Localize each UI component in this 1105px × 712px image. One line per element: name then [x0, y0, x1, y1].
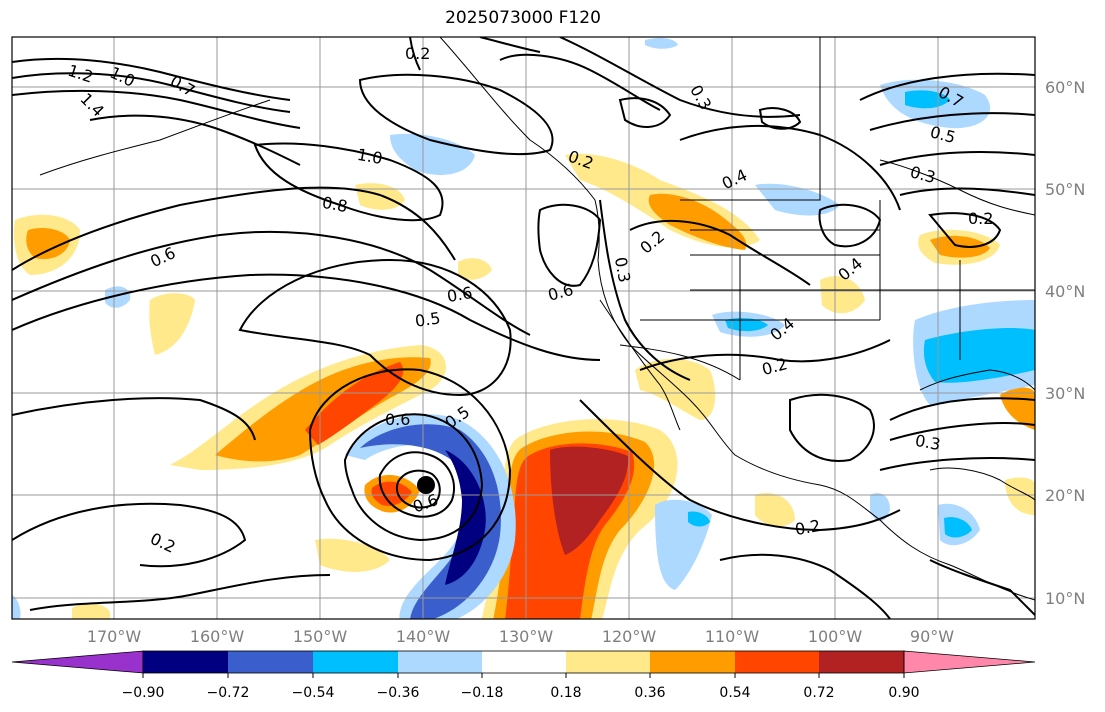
lat-label: 50°N [1045, 180, 1085, 199]
colorbar-bin [313, 651, 398, 673]
colorbar-bin [228, 651, 313, 673]
positive-anomaly-region [149, 293, 195, 355]
lon-label: 120°W [602, 627, 657, 646]
lat-label: 30°N [1045, 384, 1085, 403]
lat-label: 40°N [1045, 282, 1085, 301]
colorbar-tick-label: 0.72 [803, 685, 834, 701]
positive-anomaly-region [458, 258, 492, 280]
negative-anomaly-region [645, 37, 678, 49]
negative-anomaly-region [870, 493, 890, 522]
colorbar-tick-label: −0.18 [461, 685, 504, 701]
colorbar-bin [482, 651, 566, 673]
contour-label: 0.2 [968, 209, 993, 228]
positive-anomaly-region [550, 446, 629, 555]
colorbar-tick-label: 0.36 [634, 685, 665, 701]
contour-label: 0.5 [414, 308, 442, 330]
colorbar-bin [143, 651, 228, 673]
contour-label: 0.2 [405, 44, 430, 63]
positive-anomaly-region [355, 183, 405, 210]
colorbar-bin [566, 651, 650, 673]
latitude-labels: 60°N 50°N 40°N 30°N 20°N 10°N [1045, 78, 1085, 608]
lon-label: 150°W [293, 627, 348, 646]
contour-label: 0.2 [793, 516, 821, 539]
positive-anomaly-region [820, 276, 865, 314]
negative-anomaly-region [944, 517, 972, 538]
negative-anomaly-region [905, 90, 950, 109]
map-plot-area: 0.2 1.2 1.0 0.7 1.4 1.0 0.8 0.6 0.6 0.5 … [12, 37, 1035, 619]
colorbar-bin [819, 651, 904, 673]
positive-anomaly-region [72, 603, 110, 619]
positive-anomaly-region [635, 358, 716, 420]
lon-label: 160°W [190, 627, 245, 646]
contour-label: 0.8 [321, 193, 349, 216]
contour-label: 0.3 [611, 256, 634, 284]
lon-label: 100°W [808, 627, 863, 646]
colorbar-frame [142, 650, 905, 674]
colorbar-tick-label: −0.36 [377, 685, 420, 701]
low-center-marker [417, 476, 435, 494]
lon-label: 140°W [396, 627, 451, 646]
contour-label: 1.0 [356, 145, 384, 168]
colorbar-ticks [142, 673, 905, 678]
colorbar-tick-label: 0.18 [550, 685, 581, 701]
lat-label: 20°N [1045, 486, 1085, 505]
contour-label: 0.3 [914, 431, 942, 454]
contour-lines [12, 37, 1035, 619]
colorbar-bin [735, 651, 819, 673]
colorbar-tick-label: −0.54 [292, 685, 335, 701]
longitude-labels: 170°W 160°W 150°W 140°W 130°W 120°W 110°… [87, 627, 954, 646]
positive-anomaly-region [648, 193, 747, 250]
negative-anomaly-region [445, 450, 486, 585]
colorbar-bin [398, 651, 482, 673]
positive-anomaly-region [26, 228, 70, 260]
colorbar-extend-min [11, 650, 144, 674]
positive-anomaly-region [755, 492, 795, 527]
negative-anomaly-region [390, 133, 475, 175]
positive-anomaly-region [305, 362, 404, 445]
lon-label: 130°W [499, 627, 554, 646]
negative-anomaly-region [923, 328, 1035, 383]
negative-anomaly-region [725, 317, 768, 332]
colorbar-extend-max [903, 650, 1036, 674]
colorbar: −0.90 −0.72 −0.54 −0.36 −0.18 0.18 0.36 … [11, 650, 1036, 701]
plot-frame [11, 36, 1036, 620]
lon-label: 170°W [87, 627, 142, 646]
negative-anomaly-region [688, 511, 710, 527]
colorbar-bin [650, 651, 735, 673]
lat-label: 60°N [1045, 78, 1085, 97]
colorbar-tick-label: 0.90 [888, 685, 919, 701]
colorbar-tick-label: 0.54 [719, 685, 750, 701]
colorbar-tick-label: −0.72 [207, 685, 250, 701]
lon-label: 90°W [910, 627, 954, 646]
negative-anomaly-region [12, 595, 21, 619]
shaded-field [12, 37, 1035, 619]
colorbar-tick-label: −0.90 [122, 685, 165, 701]
lat-label: 10°N [1045, 589, 1085, 608]
map-title: 2025073000 F120 [445, 8, 601, 28]
contour-label: 0.6 [385, 410, 410, 429]
negative-anomaly-region [105, 286, 131, 308]
graticule [12, 37, 1035, 619]
lon-label: 110°W [705, 627, 760, 646]
contour-label: 0.6 [445, 283, 473, 306]
